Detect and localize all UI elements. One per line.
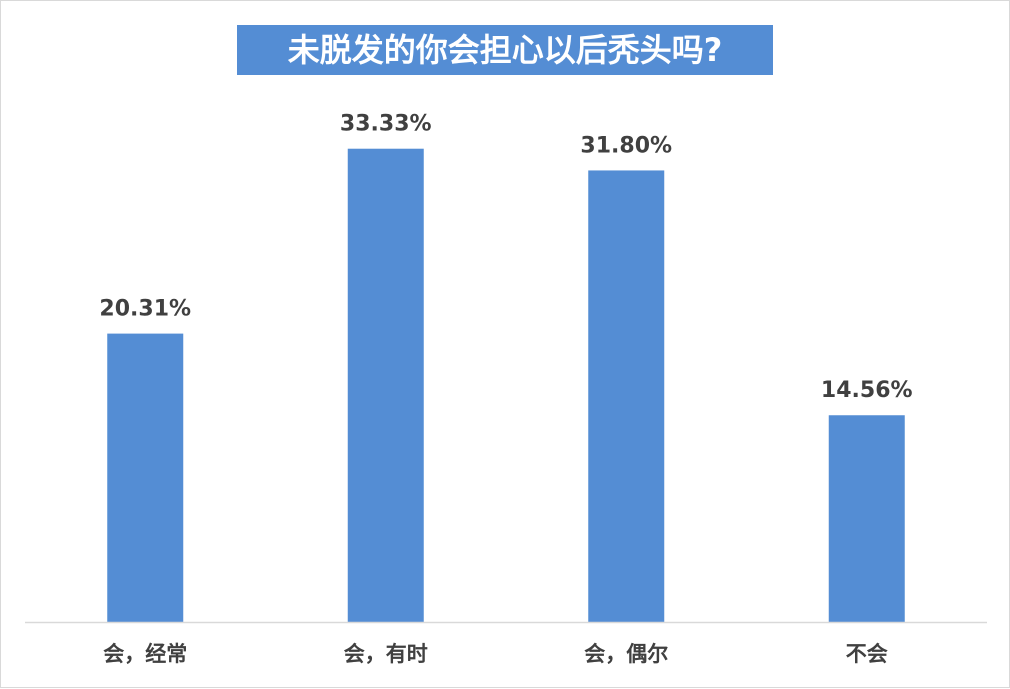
category-label: 不会 [846, 642, 888, 666]
bar [828, 415, 905, 622]
data-label: 14.56% [821, 378, 913, 403]
data-label: 20.31% [99, 297, 191, 322]
data-label: 33.33% [340, 112, 432, 137]
category-label: 会，有时 [344, 642, 428, 666]
bar [588, 170, 665, 622]
bar [107, 333, 184, 622]
category-label: 会，经常 [103, 642, 187, 666]
bar [347, 148, 424, 623]
category-label: 会，偶尔 [584, 642, 668, 666]
data-label: 31.80% [580, 133, 672, 158]
chart-title: 未脱发的你会担心以后秃头吗? [237, 25, 773, 75]
